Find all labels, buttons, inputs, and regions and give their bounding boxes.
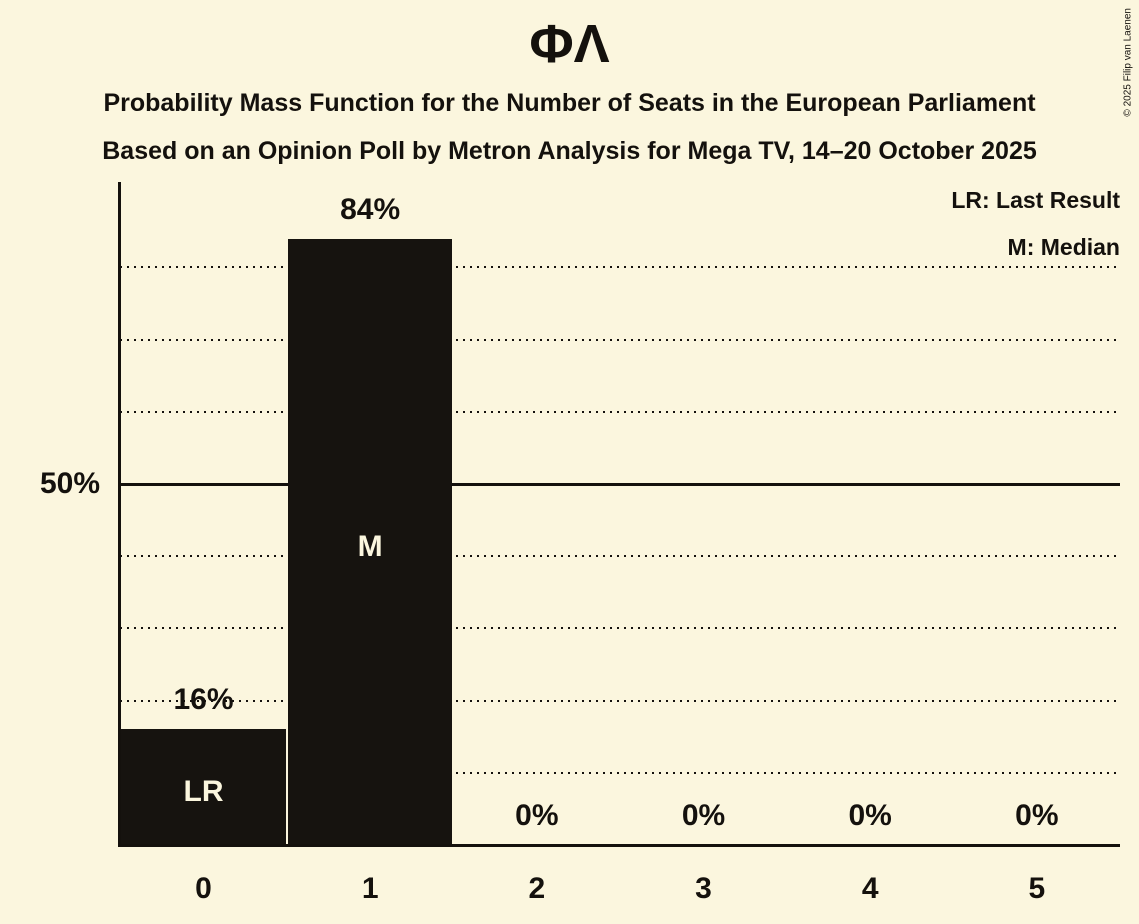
chart-source-subtitle: Based on an Opinion Poll by Metron Analy…: [102, 137, 1037, 165]
gridline-20-percent: [120, 699, 1120, 702]
x-tick-label-3: 3: [695, 872, 712, 905]
x-tick-label-2: 2: [528, 872, 546, 905]
legend-last-result-label: LR: Last Result: [951, 187, 1120, 213]
bar-0: [121, 729, 286, 845]
chart-subtitle: Probability Mass Function for the Number…: [103, 89, 1036, 117]
y-axis-line: [118, 182, 121, 847]
legend-median-label: M: Median: [1007, 234, 1120, 260]
bar-value-label-2: 0%: [515, 799, 559, 832]
x-tick-label-1: 1: [361, 872, 379, 905]
y-axis-50-percent-label: 50%: [39, 467, 100, 500]
gridline-60-percent: [120, 410, 1120, 413]
gridline-50-percent-solid: [120, 483, 1120, 486]
x-tick-label-5: 5: [1028, 872, 1046, 905]
gridline-70-percent: [120, 338, 1120, 341]
bar-value-label-4: 0%: [848, 799, 892, 832]
bar-annotation-1: M: [357, 529, 383, 563]
gridline-40-percent: [120, 555, 1120, 558]
bar-annotation-0: LR: [183, 775, 224, 809]
gridline-80-percent: [120, 266, 1120, 269]
x-tick-label-4: 4: [861, 872, 879, 905]
x-axis-line: [118, 844, 1120, 847]
chart-title: ΦΛ: [529, 14, 610, 74]
copyright-notice: © 2025 Filip van Laenen: [1123, 8, 1134, 117]
bar-value-label-3: 0%: [681, 799, 726, 832]
x-tick-label-0: 0: [195, 872, 212, 905]
gridline-10-percent: [120, 771, 1120, 774]
bar-1: [287, 238, 453, 845]
bar-value-label-0: 16%: [173, 683, 234, 717]
bar-value-label-5: 0%: [1015, 799, 1059, 832]
bar-value-label-1: 84%: [340, 192, 401, 226]
gridline-30-percent: [120, 627, 1120, 630]
